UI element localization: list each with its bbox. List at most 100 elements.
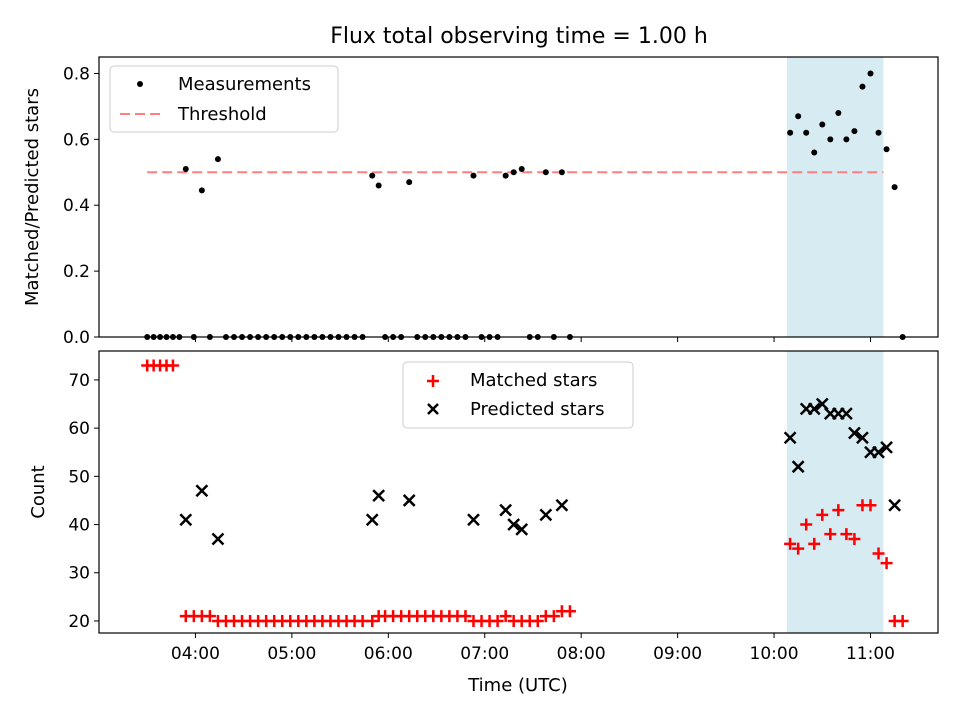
count-panel: 20 30 40 50 60 70 04:00 05:00 06:00 07:00 08:00 09:… xyxy=(28,350,939,696)
matched-star-point xyxy=(880,557,893,570)
measurement-point xyxy=(891,184,898,191)
measurement-point xyxy=(502,172,509,179)
measurement-point xyxy=(375,182,382,189)
predicted-stars-legend-marker xyxy=(427,403,439,415)
measurement-point xyxy=(835,110,842,116)
measurement-point xyxy=(369,172,376,179)
predicted-star-point xyxy=(555,498,569,512)
count-legend-box xyxy=(402,361,634,429)
measurement-point xyxy=(542,169,549,176)
y-tick-label: 40 xyxy=(68,516,90,536)
predicted-star-point xyxy=(848,426,861,440)
x-tick-label: 11:00 xyxy=(846,644,895,664)
matched-star-point xyxy=(864,499,877,512)
x-axis-label: Time (UTC) xyxy=(467,675,568,696)
measurement-point xyxy=(795,113,802,120)
y-tick-label: 30 xyxy=(68,564,90,584)
predicted-stars-legend-label: Predicted stars xyxy=(470,399,604,420)
predicted-star-point xyxy=(499,503,513,517)
matched-stars-legend-marker xyxy=(427,375,439,387)
ratio-legend-box xyxy=(109,65,339,133)
predicted-star-point xyxy=(880,441,893,454)
ratio-panel: 0.00.20.40.60.8 Matched/Predicted stars … xyxy=(22,56,939,348)
y-tick-label: 20 xyxy=(68,612,90,632)
predicted-star-point xyxy=(402,494,416,507)
matched-star-point xyxy=(563,605,576,618)
measurement-point xyxy=(867,70,874,77)
chart-title: Flux total observing time = 1.00 h xyxy=(330,24,708,49)
measurement-point xyxy=(198,187,205,194)
matched-star-point xyxy=(547,610,560,623)
predicted-stars-points xyxy=(179,397,901,546)
y-tick-label: 0.8 xyxy=(63,64,90,84)
predicted-star-point xyxy=(840,407,853,421)
matched-star-point xyxy=(366,614,379,627)
measurement-point xyxy=(510,169,517,176)
matched-star-point xyxy=(792,542,805,555)
measurement-point xyxy=(803,129,810,136)
matched-star-point xyxy=(459,610,472,623)
measurement-point xyxy=(182,166,189,172)
ratio-legend: Measurements Threshold xyxy=(109,65,339,133)
x-tick-label: 10:00 xyxy=(750,644,799,664)
x-tick-label: 04:00 xyxy=(171,644,220,664)
predicted-star-point xyxy=(211,532,225,546)
matched-star-point xyxy=(840,528,853,541)
ratio-panel-frame xyxy=(98,56,939,338)
y-tick-label: 0.2 xyxy=(63,262,90,282)
measurement-point xyxy=(843,136,850,143)
measurement-point xyxy=(558,169,565,176)
matched-star-point xyxy=(808,537,821,550)
y-tick-label: 60 xyxy=(68,419,90,439)
measurements-legend-marker xyxy=(137,81,143,87)
observing-window-shade xyxy=(786,351,884,633)
measurement-point xyxy=(883,146,890,153)
measurement-point xyxy=(827,136,834,143)
measurement-point xyxy=(819,121,826,128)
y-tick-label: 0.4 xyxy=(63,196,90,216)
x-tick-label: 09:00 xyxy=(653,644,702,664)
measurement-point xyxy=(406,179,413,186)
matched-star-point xyxy=(166,359,179,372)
matched-star-point xyxy=(872,547,885,560)
measurement-point xyxy=(875,129,882,136)
count-legend: Matched stars Predicted stars xyxy=(402,361,634,429)
predicted-star-point xyxy=(807,402,821,416)
predicted-star-point xyxy=(888,498,901,512)
matched-star-point xyxy=(491,614,504,627)
predicted-star-point xyxy=(539,508,553,522)
measurement-point xyxy=(787,129,794,136)
matched-star-point xyxy=(800,518,813,531)
x-tick-label: 06:00 xyxy=(364,644,413,664)
measurements-legend-label: Measurements xyxy=(178,74,311,95)
matched-star-point xyxy=(531,614,544,627)
predicted-star-point xyxy=(365,513,379,527)
predicted-star-point xyxy=(515,522,529,536)
matched-star-point xyxy=(896,614,909,627)
measurement-point xyxy=(214,156,221,163)
matched-stars-legend-label: Matched stars xyxy=(470,370,597,391)
count-panel-frame xyxy=(98,350,939,634)
predicted-star-point xyxy=(372,489,386,502)
predicted-star-point xyxy=(467,513,480,527)
matched-star-point xyxy=(499,610,512,623)
predicted-star-point xyxy=(195,484,209,498)
matched-star-point xyxy=(784,537,797,550)
measurement-point xyxy=(518,166,525,172)
predicted-star-point xyxy=(507,518,521,531)
measurement-point xyxy=(470,172,477,179)
matched-star-point xyxy=(832,504,845,517)
x-tick-label: 08:00 xyxy=(557,644,606,664)
measurement-point xyxy=(811,149,818,156)
measurement-points xyxy=(144,70,906,340)
predicted-star-point xyxy=(783,431,797,445)
measurement-point xyxy=(859,83,866,90)
ratio-axis-ticks: 0.0 0.2 0.4 0.6 0.8 xyxy=(63,64,871,348)
predicted-star-point xyxy=(179,513,193,527)
count-axis-ticks: 20 30 40 50 60 70 04:00 05:00 06:00 07:00 08:00 09:… xyxy=(68,371,895,664)
predicted-star-point xyxy=(856,431,869,445)
measurement-point xyxy=(851,128,858,135)
threshold-legend-label: Threshold xyxy=(177,104,267,125)
predicted-star-point xyxy=(872,445,885,459)
